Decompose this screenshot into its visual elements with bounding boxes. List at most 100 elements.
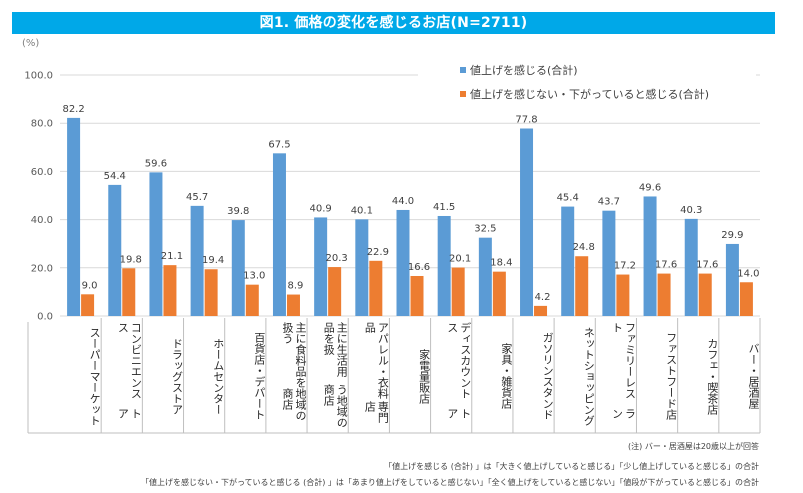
y-tick-label: 0.0 xyxy=(37,312,53,323)
category-label-line: 地域の商店 xyxy=(281,388,308,422)
legend-label: 値上げを感じない・下がっていると感じる(合計) xyxy=(470,88,710,101)
data-label: 19.8 xyxy=(120,254,142,265)
category-label-line: ファストフード店 xyxy=(664,332,678,420)
footnote-definition-not-up: 「値上げを感じない・下がっていると感じる (合計) 」は「あまり値上げをしている… xyxy=(140,478,759,487)
data-label: 44.0 xyxy=(392,196,414,207)
category-label: ネット ショッピング xyxy=(554,322,595,430)
category-label-line: ファミリーレスト xyxy=(610,322,637,399)
category-label-line: ショッピング xyxy=(582,359,596,426)
bar-price-up xyxy=(725,243,739,316)
data-label: 45.7 xyxy=(186,192,208,203)
bar-price-not-up xyxy=(698,273,712,316)
bar-price-not-up xyxy=(410,275,424,316)
bar-price-not-up xyxy=(657,273,671,316)
category-label: バー・居酒屋 xyxy=(719,322,760,430)
data-labels: 82.2 9.0 54.4 19.8 59.6 21.1 45.7 19.4 39.8 13.0 6… xyxy=(62,104,759,303)
y-axis-ticks: 0.0 20.0 40.0 60.0 80.0 100.0 xyxy=(24,71,53,323)
bar-price-not-up xyxy=(286,294,300,316)
data-label: 16.6 xyxy=(408,262,430,273)
legend-item-price-up: 値上げを感じる(合計) xyxy=(460,62,578,78)
category-label: ファミリーレストラン xyxy=(595,322,636,430)
category-label-line: スーパーマーケッ xyxy=(88,326,102,415)
category-label: 主に食料品を扱う 地域の商店 xyxy=(266,322,307,430)
category-label-line: バー・居酒屋 xyxy=(746,343,760,409)
data-label: 19.4 xyxy=(202,255,224,266)
bar-price-up xyxy=(314,217,328,316)
category-label: 主に生活用品を扱 う地域の商店 xyxy=(307,322,348,430)
y-axis-unit-label: (%) xyxy=(22,38,40,49)
data-label: 8.9 xyxy=(288,281,304,292)
bar-price-up xyxy=(108,184,122,316)
category-label: ファストフード店 xyxy=(636,322,678,430)
category-label: アパレル・衣料品 専門店 xyxy=(348,322,389,430)
data-label: 77.8 xyxy=(515,115,537,126)
category-axis-box xyxy=(27,318,761,434)
data-label: 9.0 xyxy=(82,280,98,291)
category-label-line: ラン xyxy=(610,408,637,420)
category-label-line: 主に食料品を扱う xyxy=(281,322,308,388)
data-label: 17.6 xyxy=(696,260,718,271)
bar-price-up xyxy=(602,210,616,316)
bar-price-up xyxy=(561,206,575,316)
category-label-line: 家電量販店 xyxy=(417,348,431,404)
bar-price-up xyxy=(437,215,451,316)
data-label: 22.9 xyxy=(367,247,389,258)
category-label: 家具・雑貨店 xyxy=(472,322,513,430)
data-label: 20.3 xyxy=(326,253,348,264)
category-label-line: カフェ・喫茶店 xyxy=(705,337,719,415)
data-label: 49.6 xyxy=(639,182,661,193)
bar-price-not-up xyxy=(245,284,259,316)
data-label: 40.1 xyxy=(351,205,373,216)
category-label-line: う地域の商店 xyxy=(322,383,349,428)
data-label: 29.9 xyxy=(721,230,743,241)
bar-price-not-up xyxy=(81,294,95,316)
category-label-line: アパレル・衣料品 xyxy=(363,322,390,399)
data-label: 82.2 xyxy=(62,104,84,115)
bar-price-up xyxy=(190,205,204,316)
category-label-line: 専門店 xyxy=(363,400,390,423)
bar-price-up xyxy=(355,219,369,316)
category-label: ドラッグストア xyxy=(142,322,184,430)
bar-price-not-up xyxy=(739,282,753,316)
gridlines xyxy=(60,74,760,317)
category-label-line: ネット xyxy=(582,326,596,360)
data-label: 24.8 xyxy=(573,242,595,253)
data-label: 39.8 xyxy=(227,206,249,217)
category-label: カフェ・喫茶店 xyxy=(678,322,719,430)
data-label: 14.0 xyxy=(737,268,759,279)
bar-price-not-up xyxy=(575,256,589,316)
category-label: 家電量販店 xyxy=(389,322,431,430)
data-label: 54.4 xyxy=(104,171,126,182)
category-label-line: ディスカウントス xyxy=(445,322,472,399)
category-label: ホームセンター xyxy=(184,322,225,430)
category-label-line: ドラッグストア xyxy=(170,337,184,415)
bar-price-up xyxy=(272,153,286,316)
data-label: 4.2 xyxy=(535,292,551,303)
bar-price-up xyxy=(684,218,698,316)
data-label: 13.0 xyxy=(243,271,265,282)
y-tick-label: 60.0 xyxy=(31,167,53,178)
y-tick-label: 100.0 xyxy=(24,71,53,82)
data-label: 59.6 xyxy=(145,158,167,169)
data-label: 43.7 xyxy=(598,197,620,208)
data-label: 17.2 xyxy=(614,261,636,272)
bar-price-not-up xyxy=(492,271,506,316)
chart-title: 図1. 価格の変化を感じるお店(N=2711) xyxy=(12,12,775,34)
legend-swatch-orange xyxy=(460,91,466,97)
category-label-line: ガソリンスタンド xyxy=(541,332,555,420)
bar-price-not-up xyxy=(451,267,465,316)
bar-price-not-up xyxy=(163,265,177,316)
bars xyxy=(67,117,753,316)
bar-price-not-up xyxy=(328,267,342,316)
category-label-line: 家具・雑貨店 xyxy=(499,343,513,409)
bar-price-not-up xyxy=(616,274,630,316)
data-label: 40.9 xyxy=(310,203,332,214)
data-label: 17.6 xyxy=(655,260,677,271)
data-label: 18.4 xyxy=(490,258,512,269)
bar-price-not-up xyxy=(122,268,136,316)
bar-price-up xyxy=(643,196,657,316)
bar-price-up xyxy=(478,237,492,316)
legend-label: 値上げを感じる(合計) xyxy=(470,64,578,77)
footnote-definition-up: 「値上げを感じる (合計) 」は「大きく値上げしていると感じる」「少し値上げして… xyxy=(384,462,759,471)
category-label: ディスカウントス トア xyxy=(431,322,472,430)
